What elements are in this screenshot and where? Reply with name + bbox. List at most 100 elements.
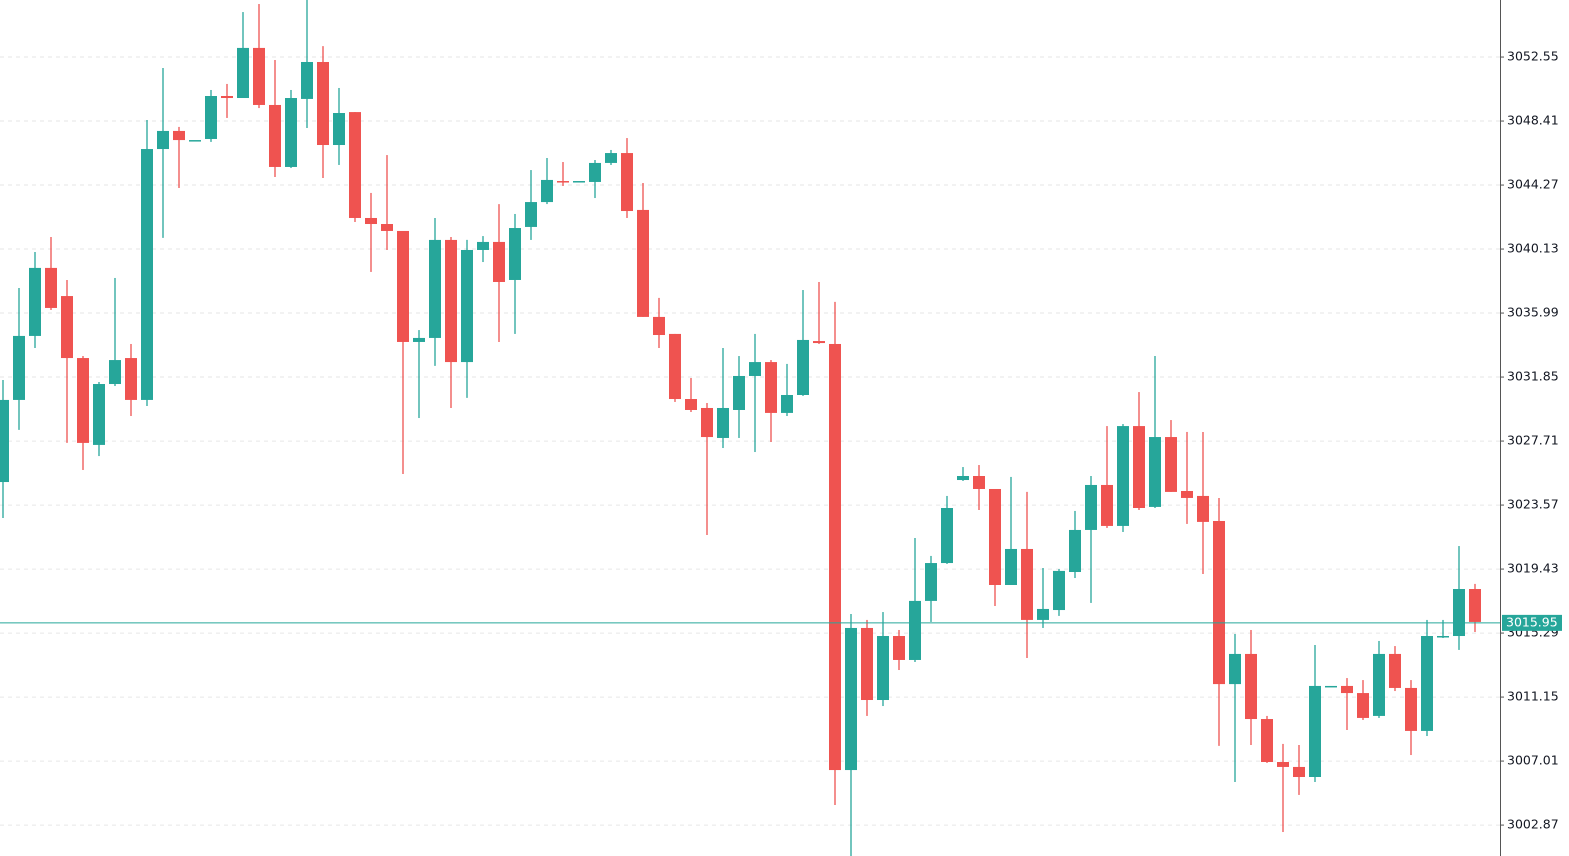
y-tick-label: 3052.55 xyxy=(1507,49,1559,64)
candle-body xyxy=(1165,437,1177,492)
candle-body xyxy=(253,47,265,105)
candle-body xyxy=(1293,766,1305,778)
candle-body xyxy=(109,360,121,385)
candle-body xyxy=(925,563,937,601)
candle-body xyxy=(589,162,601,182)
candle-body xyxy=(1085,484,1097,530)
candle-body xyxy=(157,130,169,150)
candle-body xyxy=(1229,653,1241,685)
candle-body xyxy=(813,341,825,344)
candle-body xyxy=(573,181,585,183)
last-price-label: 3015.95 xyxy=(1506,614,1558,629)
last-price-box xyxy=(1502,614,1562,631)
candle-body xyxy=(685,399,697,410)
y-tick-label: 3011.15 xyxy=(1507,689,1559,704)
candle-body xyxy=(1213,520,1225,685)
candle-body xyxy=(1341,685,1353,694)
candle-body xyxy=(1373,653,1385,716)
candle-body xyxy=(61,296,73,359)
y-tick-label: 3048.41 xyxy=(1507,113,1559,128)
candle-body xyxy=(125,358,137,400)
candle-body xyxy=(333,113,345,146)
candle-body xyxy=(93,384,105,445)
candle-body xyxy=(541,179,553,203)
candle-body xyxy=(1197,495,1209,522)
candle-body xyxy=(653,316,665,336)
candle-body xyxy=(1053,570,1065,611)
candle-body xyxy=(957,476,969,481)
candle-body xyxy=(493,241,505,282)
candle-body xyxy=(1357,693,1369,718)
candle-body xyxy=(669,333,681,400)
candle-body xyxy=(445,239,457,363)
candle-body xyxy=(717,407,729,438)
candle-body xyxy=(877,636,889,701)
candle-body xyxy=(1405,687,1417,731)
candle-body xyxy=(749,362,761,376)
candle-body xyxy=(621,153,633,212)
candle-body xyxy=(1261,719,1273,763)
candle-body xyxy=(781,394,793,413)
candle-body xyxy=(477,241,489,250)
candle-body xyxy=(701,407,713,438)
candle-body xyxy=(189,140,201,142)
y-tick-label: 3031.85 xyxy=(1507,369,1559,384)
candle-body xyxy=(237,47,249,99)
candle-body xyxy=(605,153,617,163)
candle-body xyxy=(413,337,425,342)
candle-body xyxy=(893,636,905,660)
candle-body xyxy=(285,98,297,167)
candle-body xyxy=(557,181,569,183)
candle-body xyxy=(1181,490,1193,498)
candle-body xyxy=(301,61,313,99)
y-tick-label: 3007.01 xyxy=(1507,753,1559,768)
candle-body xyxy=(317,61,329,146)
y-tick-label: 3023.57 xyxy=(1507,497,1559,512)
candle-body xyxy=(365,217,377,225)
candle-body xyxy=(1245,653,1257,720)
candle-body xyxy=(637,209,649,317)
candle-body xyxy=(13,335,25,400)
candle-body xyxy=(205,96,217,139)
candle-body xyxy=(797,339,809,395)
candle-body xyxy=(1149,437,1161,507)
candle-body xyxy=(1021,548,1033,620)
candle-body xyxy=(1117,426,1129,526)
candle-body xyxy=(1005,548,1017,585)
y-tick-label: 3044.27 xyxy=(1507,177,1559,192)
candle-body xyxy=(509,228,521,280)
candle-body xyxy=(973,476,985,489)
candle-body xyxy=(349,112,361,218)
candle-body xyxy=(45,267,57,308)
candle-body xyxy=(1309,685,1321,778)
candle-body xyxy=(989,488,1001,585)
candle-body xyxy=(1133,426,1145,509)
candle-body xyxy=(525,202,537,227)
candle-body xyxy=(861,627,873,701)
candle-body xyxy=(429,239,441,338)
candle-body xyxy=(941,508,953,564)
candle-body xyxy=(765,362,777,413)
candle-body xyxy=(1069,529,1081,573)
candle-body xyxy=(29,267,41,336)
candle-body xyxy=(1277,762,1289,767)
candle-body xyxy=(397,230,409,342)
y-tick-label: 3035.99 xyxy=(1507,305,1559,320)
candle-body xyxy=(173,130,185,141)
candle-body xyxy=(1101,484,1113,526)
candle-body xyxy=(381,224,393,231)
candle-body xyxy=(1389,653,1401,688)
candle-body xyxy=(1325,685,1337,688)
candle-body xyxy=(269,104,281,167)
candle-body xyxy=(845,627,857,771)
y-tick-label: 3040.13 xyxy=(1507,241,1559,256)
candle-body xyxy=(733,375,745,410)
candle-body xyxy=(1453,589,1465,637)
candle-body xyxy=(461,249,473,363)
candle-body xyxy=(909,600,921,660)
candle-body xyxy=(0,399,9,483)
candle-body xyxy=(221,96,233,99)
